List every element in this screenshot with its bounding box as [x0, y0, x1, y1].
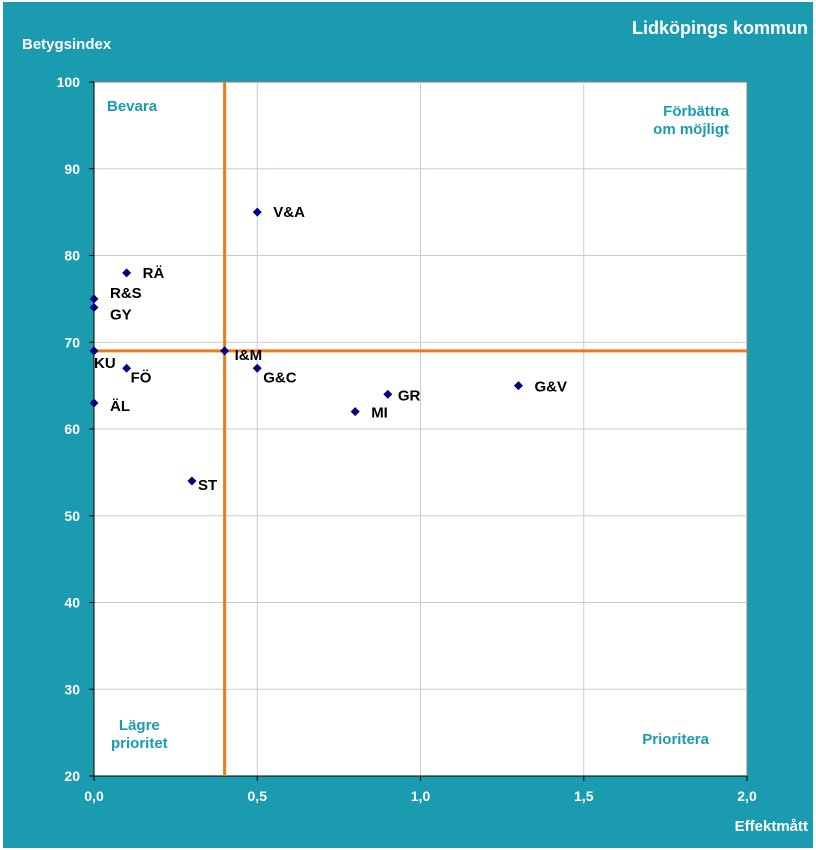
data-point — [122, 363, 132, 373]
data-point — [89, 294, 99, 304]
data-label: V&A — [273, 204, 305, 221]
x-tick-label: 2,0 — [737, 788, 757, 804]
data-label: GY — [110, 307, 132, 324]
quadrant-label-forbattra: Förbättra om möjligt — [653, 103, 729, 139]
data-label: RÄ — [143, 265, 165, 282]
y-tick-label: 40 — [64, 595, 80, 611]
data-point — [122, 268, 132, 278]
y-tick-label: 90 — [64, 161, 80, 177]
data-point — [383, 389, 393, 399]
data-point — [252, 363, 262, 373]
data-point — [252, 207, 262, 217]
data-label: I&M — [235, 347, 263, 364]
quadrant-label-forbattra-line2: om möjligt — [653, 121, 729, 138]
x-tick-label: 1,5 — [574, 788, 594, 804]
data-label: KU — [94, 355, 116, 372]
y-tick-label: 30 — [64, 681, 80, 697]
data-point — [513, 381, 523, 391]
x-tick-label: 1,0 — [411, 788, 431, 804]
x-axis-label: Effektmått — [734, 818, 808, 835]
chart-title: Lidköpings kommun — [631, 18, 808, 38]
data-label: R&S — [110, 285, 142, 302]
y-axis-label: Betygsindex — [22, 36, 112, 53]
quadrant-label-lagre-line1: Lägre — [118, 717, 160, 734]
y-tick-label: 80 — [64, 248, 80, 264]
quadrant-label-lagre-line2: prioritet — [111, 735, 168, 752]
y-tick-label: 60 — [64, 421, 80, 437]
data-label: ÄL — [110, 398, 130, 415]
x-tick-label: 0,5 — [248, 788, 268, 804]
data-point — [89, 303, 99, 313]
data-label: FÖ — [131, 369, 152, 386]
quadrant-label-lagre-prioritet: Lägre prioritet — [111, 717, 168, 753]
data-point — [89, 346, 99, 356]
quadrant-label-forbattra-line1: Förbättra — [663, 103, 729, 120]
data-point — [220, 346, 230, 356]
data-point — [187, 476, 197, 486]
y-tick-label: 50 — [64, 508, 80, 524]
data-label: G&C — [263, 369, 297, 386]
data-label: G&V — [534, 379, 567, 396]
data-point — [89, 398, 99, 408]
quadrant-label-bevara: Bevara — [107, 98, 158, 115]
x-tick-label: 0,0 — [84, 788, 104, 804]
quadrant-label-prioritera: Prioritera — [642, 731, 709, 748]
y-tick-label: 70 — [64, 334, 80, 350]
data-label: MI — [371, 405, 388, 422]
y-tick-label: 100 — [57, 74, 81, 90]
data-label: ST — [198, 477, 217, 494]
data-point — [350, 407, 360, 417]
data-label: GR — [398, 387, 421, 404]
y-tick-label: 20 — [64, 768, 80, 784]
